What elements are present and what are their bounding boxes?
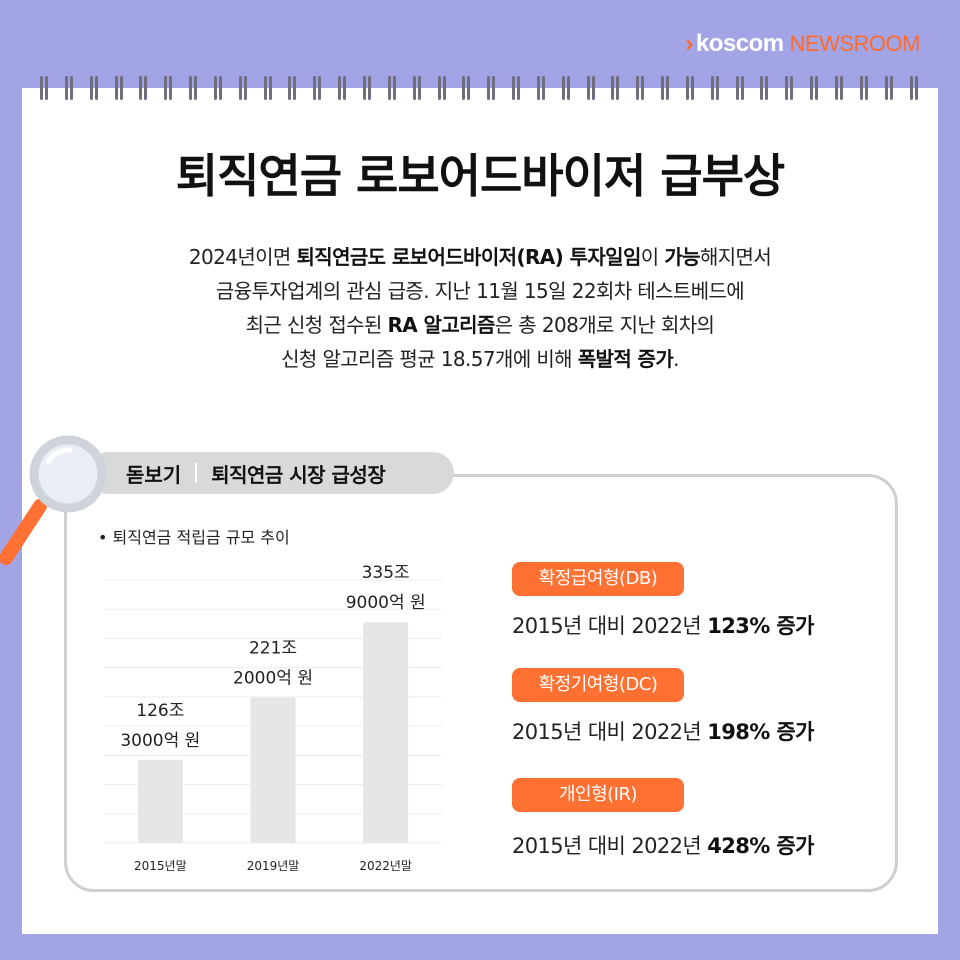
description: 2024년이면 퇴직연금도 로보어드바이저(RA) 투자일임이 가능해지면서 금…	[60, 240, 900, 376]
binding-ring	[909, 76, 920, 102]
binding-ring	[586, 76, 597, 102]
desc-text: 이	[640, 245, 665, 269]
x-tick-label: 2022년말	[359, 859, 412, 873]
binding-ring	[164, 76, 174, 102]
desc-bold: 퇴직연금도 로보어드바이저(RA) 투자일임	[296, 245, 641, 269]
binding-ring	[810, 76, 820, 102]
binding-ring	[263, 76, 274, 102]
binding-ring	[139, 76, 149, 102]
desc-text: 최근 신청 접수된	[245, 313, 388, 337]
binding-ring	[536, 76, 547, 102]
koscom-newsroom-logo: › koscom NEWSROOM	[685, 30, 920, 58]
data-label: 2000억 원	[233, 669, 313, 689]
binding-ring	[710, 76, 721, 102]
desc-text: .	[673, 347, 679, 371]
binding-ring	[685, 76, 696, 102]
section-tab: 돋보기 퇴직연금 시장 급성장	[88, 452, 454, 494]
description-line-1: 2024년이면 퇴직연금도 로보어드바이저(RA) 투자일임이 가능해지면서	[60, 240, 900, 274]
category-badge-ir: 개인형(IR)	[512, 778, 684, 812]
brand-tag: NEWSROOM	[789, 31, 921, 56]
binding-ring	[288, 76, 298, 102]
bar-1	[250, 697, 296, 843]
stat-value: 123% 증가	[707, 614, 814, 638]
binding-ring	[40, 76, 50, 102]
x-tick-label: 2015년말	[134, 859, 187, 873]
desc-bold: 폭발적 증가	[577, 347, 674, 371]
data-label: 335조	[362, 563, 410, 583]
binding-ring	[338, 76, 348, 102]
binding-ring	[437, 76, 448, 102]
tab-title: 퇴직연금 시장 급성장	[211, 462, 386, 487]
stat-value: 198% 증가	[707, 720, 814, 744]
x-tick-label: 2019년말	[247, 859, 300, 873]
desc-bold: RA 알고리즘	[387, 313, 496, 337]
desc-text: 은 총 208개로 지난 회차의	[494, 313, 715, 337]
category-badge-dc: 확정기여형(DC)	[512, 668, 684, 702]
page-title: 퇴직연금 로보어드바이저 급부상	[175, 149, 786, 203]
binding-ring	[313, 76, 323, 102]
info-panel	[64, 474, 898, 892]
description-line-4: 신청 알고리즘 평균 18.57개에 비해 폭발적 증가.	[60, 342, 900, 376]
stat-text: 2015년 대비 2022년	[512, 614, 708, 638]
binding-ring	[189, 76, 199, 102]
binding-ring	[213, 76, 224, 102]
binding-ring	[487, 76, 497, 102]
binding-ring	[412, 76, 423, 102]
desc-text: 해지면서	[699, 245, 772, 269]
binding-ring	[114, 76, 125, 102]
description-line-3: 최근 신청 접수된 RA 알고리즘은 총 208개로 지난 회차의	[60, 308, 900, 342]
spiral-binding	[40, 76, 920, 102]
binding-ring	[462, 76, 472, 102]
binding-ring	[859, 76, 870, 102]
brand-name: koscom	[695, 30, 784, 57]
binding-ring	[636, 76, 646, 102]
savings-bar-chart: 2015년말 126조 3000억 원 2019년말 221조 2000억 원 2022년말…	[104, 563, 442, 873]
binding-ring	[362, 76, 373, 102]
binding-ring	[735, 76, 746, 102]
stat-text: 2015년 대비 2022년	[512, 720, 708, 744]
binding-ring	[387, 76, 398, 102]
stat-ir: 2015년 대비 2022년 428% 증가	[512, 830, 814, 860]
magnifier-icon	[0, 435, 107, 565]
tab-label: 돋보기	[126, 462, 182, 487]
binding-ring	[835, 76, 845, 102]
binding-ring	[89, 76, 100, 102]
bar-0	[137, 759, 183, 843]
binding-ring	[884, 76, 895, 102]
chart-caption: • 퇴직연금 적립금 규모 추이	[98, 528, 290, 547]
desc-text: 2024년이면	[188, 245, 297, 269]
binding-ring	[64, 76, 75, 102]
stat-text: 2015년 대비 2022년	[512, 834, 708, 858]
data-label: 221조	[249, 639, 297, 659]
data-label: 3000억 원	[120, 731, 200, 751]
bar-2	[363, 622, 409, 843]
stat-value: 428% 증가	[707, 834, 814, 858]
category-badge-db: 확정급여형(DB)	[512, 562, 684, 596]
data-label: 9000억 원	[346, 593, 426, 613]
brand-chevron-icon: ›	[685, 30, 693, 57]
stat-db: 2015년 대비 2022년 123% 증가	[512, 610, 814, 640]
binding-ring	[760, 76, 770, 102]
stat-dc: 2015년 대비 2022년 198% 증가	[512, 716, 814, 746]
binding-ring	[611, 76, 621, 102]
binding-ring	[785, 76, 795, 102]
description-line-2: 금융투자업계의 관심 급증. 지난 11월 15일 22회차 테스트베드에	[215, 279, 745, 303]
binding-ring	[561, 76, 572, 102]
desc-bold: 가능	[664, 245, 700, 269]
binding-ring	[512, 76, 522, 102]
binding-ring	[238, 76, 249, 102]
binding-ring	[661, 76, 671, 102]
tab-divider	[195, 463, 198, 483]
data-label: 126조	[136, 701, 184, 721]
desc-text: 신청 알고리즘 평균 18.57개에 비해	[281, 347, 578, 371]
